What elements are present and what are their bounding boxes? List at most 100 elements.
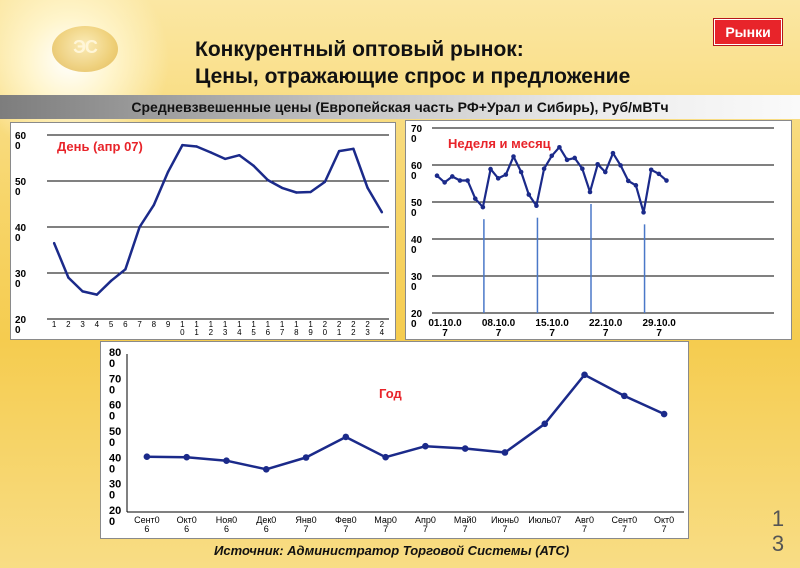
chart-annotation: Неделя и месяц <box>448 136 551 151</box>
data-point <box>195 145 198 148</box>
week-month-chart-panel: 20 0 30 0 40 0 50 0 60 0 70 0 01.10.0 7 08.10.0 7 15.10.… <box>405 120 792 340</box>
x-tick-label: 08.10.0 7 <box>482 318 516 339</box>
x-tick-label: Сент0 6 <box>134 515 160 534</box>
x-tick-label: 7 <box>137 320 142 329</box>
x-tick-label: 1 <box>52 320 57 329</box>
y-tick-label: 30 0 <box>411 272 423 293</box>
data-point <box>621 392 628 400</box>
data-point <box>152 203 156 207</box>
data-point <box>572 155 577 161</box>
y-tick-label: 40 0 <box>411 235 423 256</box>
data-point <box>380 211 384 214</box>
data-point <box>209 151 213 154</box>
data-point <box>541 420 549 428</box>
data-point <box>610 150 616 156</box>
data-point <box>266 178 270 182</box>
x-tick-label: Дек0 6 <box>256 515 276 534</box>
y-tick-label: 40 0 <box>15 223 27 244</box>
data-point <box>618 163 623 168</box>
x-tick-label: 4 <box>95 320 100 329</box>
data-point <box>280 186 284 190</box>
x-tick-label: 3 <box>80 320 85 329</box>
x-tick-label: 15.10.0 7 <box>535 318 569 339</box>
data-point <box>366 186 369 190</box>
data-point <box>465 178 470 183</box>
y-tick-label: 70 0 <box>109 373 121 396</box>
data-point <box>382 453 389 461</box>
data-point <box>183 453 190 461</box>
data-point <box>518 169 524 175</box>
x-tick-label: Сент0 7 <box>612 515 638 534</box>
x-tick-label: Авг0 7 <box>575 515 594 534</box>
year-chart-panel: 20 0 30 0 40 0 50 0 60 0 70 0 80 0 Сент0 6 Окт0 6 Ноя0 6 Дек… <box>100 341 689 539</box>
data-point <box>511 154 516 159</box>
data-point <box>124 268 127 271</box>
data-point <box>95 293 99 296</box>
y-tick-label: 50 0 <box>15 177 27 198</box>
x-tick-label: Янв0 7 <box>295 515 316 534</box>
y-tick-label: 60 0 <box>411 161 423 182</box>
subtitle-band <box>0 95 800 119</box>
chart-annotation: День (апр 07) <box>57 139 143 154</box>
data-point <box>660 410 668 418</box>
y-tick-label: 70 0 <box>411 124 423 145</box>
data-point <box>534 203 539 208</box>
y-tick-label: 30 0 <box>109 479 121 502</box>
y-tick-label: 60 0 <box>15 131 27 152</box>
series-line <box>52 143 383 296</box>
page-subtitle: Средневзвешенные цены (Европейская часть… <box>131 99 669 115</box>
data-point <box>641 210 646 215</box>
x-tick-label: 9 <box>166 320 171 329</box>
data-point <box>557 144 562 150</box>
data-point <box>503 172 509 177</box>
y-tick-label: 60 0 <box>109 400 121 423</box>
x-tick-label: Окт0 7 <box>654 515 674 534</box>
x-tick-label: 22.10.0 7 <box>589 318 623 339</box>
data-point <box>181 143 184 147</box>
y-tick-label: 30 0 <box>15 269 27 290</box>
x-tick-label: 01.10.0 7 <box>428 318 462 339</box>
data-point <box>352 147 355 150</box>
data-point <box>472 196 478 201</box>
data-point <box>625 178 631 184</box>
y-tick-label: 50 0 <box>411 198 423 219</box>
data-point <box>495 176 501 181</box>
data-point <box>302 454 310 461</box>
title-line-2: Цены, отражающие спрос и предложение <box>195 65 631 88</box>
x-tick-label: Май0 7 <box>454 515 477 534</box>
data-point <box>664 178 669 183</box>
data-point <box>309 190 312 194</box>
data-point <box>480 204 486 210</box>
x-tick-label: Окт0 6 <box>177 515 197 534</box>
year-chart: 20 0 30 0 40 0 50 0 60 0 70 0 80 0 Сент0 6 Окт0 6 Ноя0 6 Дек… <box>109 347 684 534</box>
data-point <box>434 173 440 179</box>
y-tick-label: 40 0 <box>109 452 121 475</box>
data-point <box>52 241 56 245</box>
y-tick-label: 50 0 <box>109 426 121 449</box>
data-point <box>648 167 654 173</box>
data-point <box>422 442 429 450</box>
markets-badge[interactable]: Рынки <box>714 19 782 45</box>
data-point <box>461 445 469 452</box>
data-point <box>342 433 350 441</box>
data-point <box>587 189 593 195</box>
data-point <box>323 180 327 184</box>
data-point <box>295 191 298 194</box>
company-logo-icon <box>52 26 118 72</box>
data-point <box>450 174 455 179</box>
x-tick-label: Ноя0 6 <box>216 515 237 534</box>
x-tick-label: 2 <box>66 320 71 329</box>
data-point <box>603 169 608 175</box>
data-point <box>656 171 662 177</box>
